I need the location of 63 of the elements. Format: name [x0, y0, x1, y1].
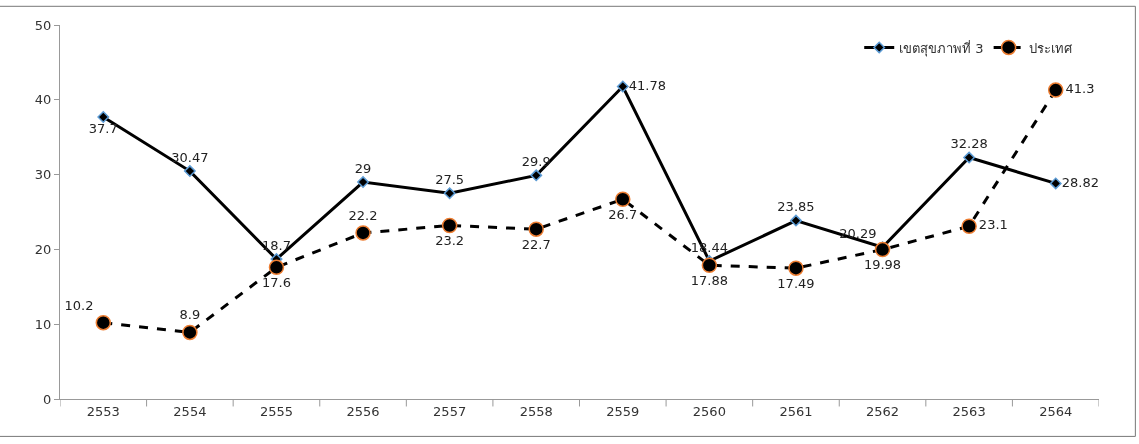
data-label: 23.85	[777, 199, 815, 215]
y-tick-label: 20	[34, 241, 52, 257]
point	[530, 169, 543, 182]
x-tick-label: 2556	[346, 403, 380, 419]
point	[443, 187, 456, 200]
point	[355, 225, 371, 241]
data-label: 41.78	[628, 77, 667, 93]
point	[615, 191, 631, 208]
point	[357, 176, 369, 189]
data-label: 37.7	[88, 120, 118, 136]
point	[790, 214, 802, 227]
data-label: 29	[354, 160, 372, 176]
point	[97, 111, 110, 123]
point	[701, 257, 718, 273]
point	[183, 165, 196, 178]
point	[963, 151, 976, 164]
data-label: 17.88	[690, 272, 728, 288]
data-label: 30.47	[171, 149, 209, 165]
x-tick-label: 2561	[779, 403, 813, 419]
point	[961, 218, 977, 234]
data-label: 27.5	[435, 172, 465, 188]
x-tick-label: 2559	[606, 403, 640, 419]
y-tick-label: 10	[34, 316, 52, 332]
legend-label: ประเทศ	[1028, 40, 1073, 56]
point	[874, 241, 891, 258]
data-label: 32.28	[950, 136, 988, 152]
data-label: 28.82	[1061, 174, 1099, 190]
point	[788, 260, 804, 276]
y-tick-label: 40	[34, 92, 52, 108]
data-label: 17.49	[777, 275, 815, 291]
x-tick-label: 2563	[952, 403, 986, 419]
point	[616, 80, 629, 93]
x-tick-label: 2555	[259, 403, 294, 419]
y-tick-label: 30	[34, 167, 52, 183]
data-label: 41.3	[1065, 81, 1095, 97]
x-tick-label: 2558	[519, 403, 553, 419]
data-label: 8.9	[179, 307, 201, 323]
data-label: 22.2	[348, 207, 378, 223]
data-label: 19.98	[863, 257, 902, 273]
point	[528, 221, 544, 237]
point	[95, 314, 112, 331]
data-label: 10.2	[64, 297, 94, 313]
x-tick-label: 2557	[433, 403, 467, 419]
point	[1049, 177, 1062, 190]
x-tick-label: 2554	[173, 403, 207, 419]
data-label: 23.1	[978, 217, 1008, 233]
point	[1047, 82, 1064, 98]
y-tick-label: 50	[34, 17, 52, 33]
point	[441, 217, 458, 234]
data-label: 18.7	[261, 237, 291, 253]
y-tick-label: 0	[43, 391, 52, 407]
data-label: 22.7	[521, 236, 551, 252]
x-tick-label: 2553	[86, 403, 120, 419]
point	[268, 259, 285, 276]
data-label: 29.9	[521, 154, 551, 170]
legend-label: เขตสุขภาพที่ 3	[899, 39, 984, 57]
data-label: 17.6	[261, 274, 291, 290]
x-tick-label: 2564	[1039, 403, 1073, 419]
x-tick-label: 2562	[865, 403, 900, 419]
data-label: 26.7	[608, 206, 638, 222]
data-label: 23.2	[435, 232, 465, 248]
x-tick-label: 2560	[692, 403, 726, 419]
point	[182, 324, 198, 341]
